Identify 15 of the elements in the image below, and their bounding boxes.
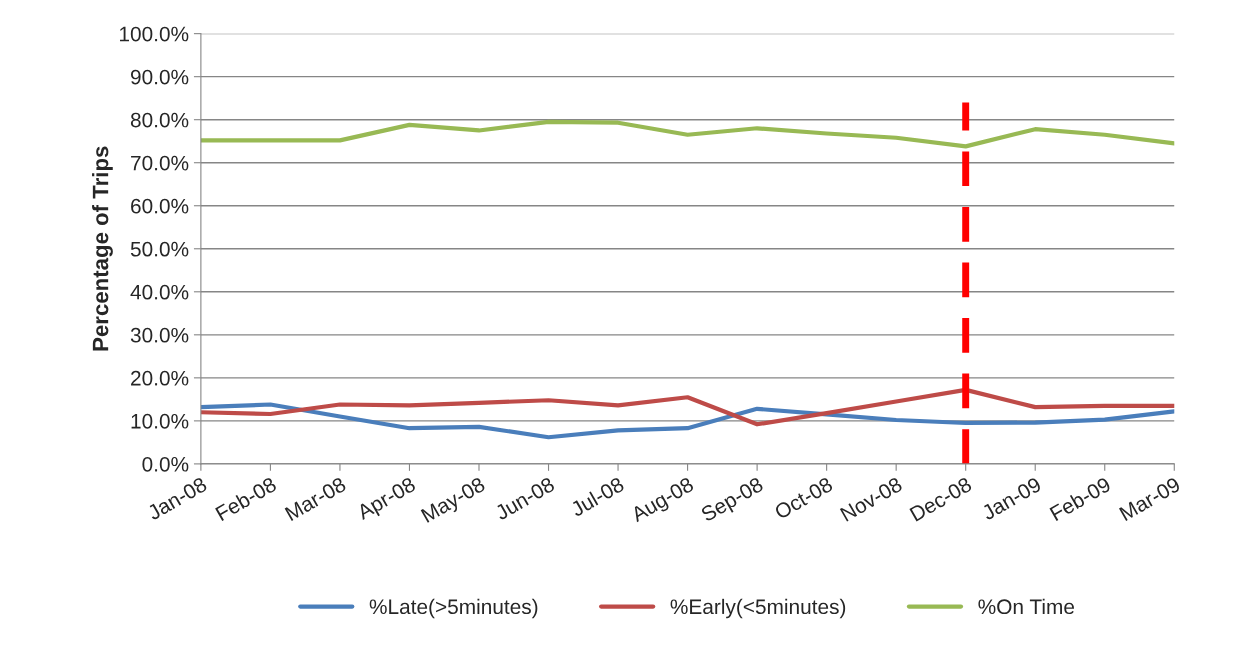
y-tick-label: 70.0%	[131, 155, 189, 171]
y-tick-label: 50.0%	[130, 241, 189, 257]
y-tick-label: 80.0%	[130, 112, 189, 128]
y-tick-label: 100.0%	[120, 26, 189, 42]
y-tick-label: 40.0%	[130, 284, 189, 300]
y-axis-title: Percentage of Trips	[92, 146, 113, 351]
legend-label: %Early(<5minutes)	[670, 598, 846, 619]
y-tick-label: 10.0%	[131, 413, 189, 429]
y-tick-label: 0.0%	[142, 456, 189, 472]
y-tick-label: 60.0%	[131, 198, 189, 214]
legend-label: %On Time	[978, 598, 1075, 615]
y-tick-label: 20.0%	[131, 370, 189, 386]
y-tick-label: 90.0%	[130, 69, 189, 85]
legend-label: %Late(>5minutes)	[369, 598, 538, 619]
y-tick-label: 30.0%	[130, 327, 189, 343]
